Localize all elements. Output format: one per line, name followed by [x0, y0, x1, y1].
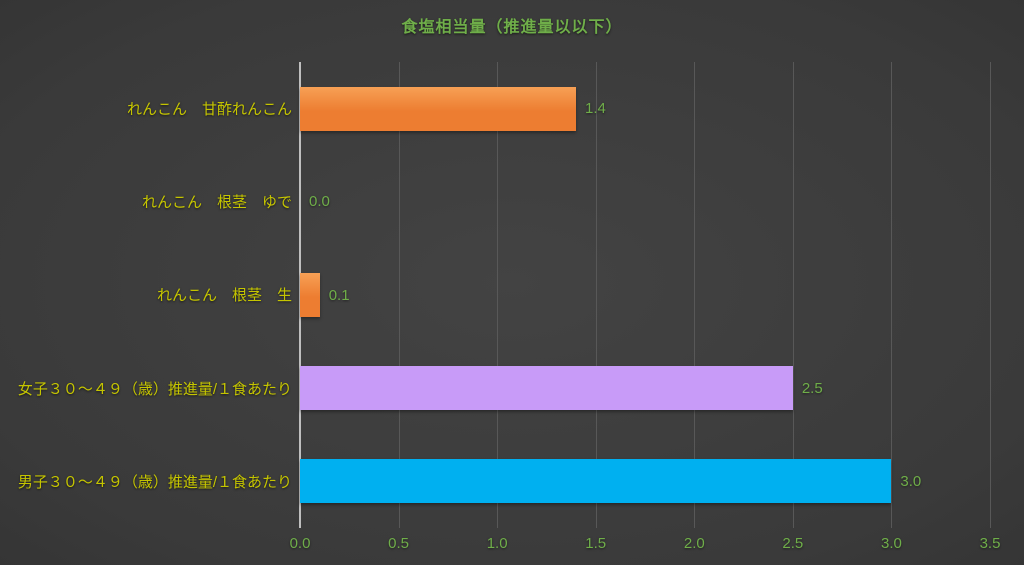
value-label: 0.1	[328, 286, 350, 304]
bar	[300, 273, 320, 317]
gridline	[694, 62, 696, 528]
value-label: 0.0	[309, 193, 330, 211]
gridline	[398, 62, 400, 528]
x-tick-label: 2.0	[683, 535, 705, 552]
bar	[300, 459, 892, 504]
chart-title: 食塩相当量（推進量以以下）	[401, 19, 623, 36]
category-axis: れんこん 甘酢れんこんれんこん 根茎 ゆでれんこん 根茎 生女子３０〜４９（歳）…	[0, 62, 292, 528]
bar	[300, 366, 793, 411]
gridline	[990, 62, 991, 528]
value-label: 2.5	[801, 379, 823, 397]
value-label: 3.0	[900, 472, 922, 490]
bar	[300, 86, 576, 131]
x-tick-label: 2.5	[782, 535, 804, 552]
gridline	[891, 62, 893, 528]
category-label: れんこん 甘酢れんこん	[126, 101, 292, 119]
x-tick-label: 0.5	[388, 535, 409, 552]
value-label: 1.4	[585, 100, 606, 118]
gridline	[497, 62, 499, 528]
category-label: 男子３０〜４９（歳）推進量/１食あたり	[17, 473, 292, 491]
category-label: れんこん 根茎 ゆで	[141, 194, 292, 212]
gridline	[595, 62, 597, 528]
x-tick-label: 3.5	[979, 535, 1001, 552]
category-label: れんこん 根茎 生	[156, 287, 292, 305]
x-tick-label: 3.0	[880, 535, 902, 552]
x-tick-label: 1.5	[585, 535, 607, 552]
x-tick-label: 1.0	[486, 535, 508, 552]
plot-area: 0.0 0.5 1.0 1.5 2.0 2.5 3.0 3.5 1.4 0.0 0.1 2.5 3.0	[290, 62, 1000, 552]
x-tick-label: 0.0	[289, 535, 311, 552]
gridline	[792, 62, 794, 528]
category-label: 女子３０〜４９（歳）推進量/１食あたり	[17, 380, 292, 398]
